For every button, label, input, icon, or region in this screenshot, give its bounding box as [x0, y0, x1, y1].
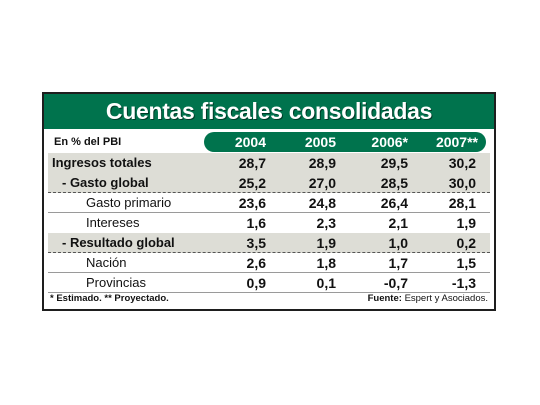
- cell-2005: 24,8: [308, 195, 336, 211]
- cell-2007: 28,1: [448, 195, 476, 211]
- cell-2006: 29,5: [380, 155, 408, 171]
- years-header: 2004 2005 2006* 2007**: [204, 132, 486, 152]
- cell-2005: 27,0: [308, 175, 336, 191]
- year-2006: 2006*: [371, 134, 408, 150]
- source-label: Fuente:: [367, 293, 402, 304]
- cell-2006: 1,0: [388, 235, 408, 251]
- year-2004: 2004: [234, 134, 266, 150]
- table-row-ingresos-totales: Ingresos totales 28,7 28,9 29,5 30,2: [48, 153, 490, 173]
- cell-2007: -1,3: [451, 275, 476, 291]
- row-label: Gasto primario: [86, 195, 172, 210]
- cell-2004: 1,6: [246, 215, 266, 231]
- row-label: Provincias: [86, 275, 146, 290]
- row-label: Intereses: [86, 215, 140, 230]
- cell-2004: 2,6: [246, 255, 266, 271]
- cell-2007: 30,0: [448, 175, 476, 191]
- year-2005: 2005: [304, 134, 336, 150]
- cell-2004: 3,5: [246, 235, 266, 251]
- cell-2005: 28,9: [308, 155, 336, 171]
- cell-2007: 1,9: [456, 215, 476, 231]
- cell-2005: 1,8: [316, 255, 336, 271]
- row-label: Ingresos totales: [52, 155, 152, 170]
- cell-2004: 25,2: [238, 175, 266, 191]
- cell-2006: 2,1: [388, 215, 408, 231]
- cell-2004: 23,6: [238, 195, 266, 211]
- table-row-nacion: Nación 2,6 1,8 1,7 1,5: [48, 253, 490, 273]
- cell-2005: 0,1: [316, 275, 336, 291]
- cell-2006: 26,4: [380, 195, 408, 211]
- cell-2004: 28,7: [238, 155, 266, 171]
- footnote: * Estimado. ** Proyectado.: [50, 293, 169, 304]
- cell-2005: 2,3: [316, 215, 336, 231]
- cell-2007: 30,2: [448, 155, 476, 171]
- table-row-resultado-global: - Resultado global 3,5 1,9 1,0 0,2: [48, 233, 490, 253]
- table-title: Cuentas fiscales consolidadas: [44, 94, 494, 129]
- table-row-intereses: Intereses 1,6 2,3 2,1 1,9: [48, 213, 490, 233]
- cell-2004: 0,9: [246, 275, 266, 291]
- row-label: Nación: [86, 255, 127, 270]
- cell-2007: 1,5: [456, 255, 476, 271]
- year-2007: 2007**: [435, 134, 478, 150]
- table-row-provincias: Provincias 0,9 0,1 -0,7 -1,3: [48, 273, 490, 293]
- cell-2006: -0,7: [383, 275, 408, 291]
- cell-2005: 1,9: [316, 235, 336, 251]
- cell-2006: 28,5: [380, 175, 408, 191]
- fiscal-table-card: Cuentas fiscales consolidadas En % del P…: [42, 92, 496, 311]
- source-text: Espert y Asociados.: [404, 293, 488, 304]
- header-row: En % del PBI 2004 2005 2006* 2007**: [44, 132, 494, 152]
- cell-2006: 1,7: [388, 255, 408, 271]
- source-note: Fuente: Espert y Asociados.: [368, 293, 488, 304]
- row-label: - Resultado global: [62, 235, 175, 250]
- table-row-gasto-primario: Gasto primario 23,6 24,8 26,4 28,1: [48, 193, 490, 213]
- row-label: - Gasto global: [62, 175, 149, 190]
- table-row-gasto-global: - Gasto global 25,2 27,0 28,5 30,0: [48, 173, 490, 193]
- unit-label: En % del PBI: [54, 136, 122, 148]
- cell-2007: 0,2: [456, 235, 476, 251]
